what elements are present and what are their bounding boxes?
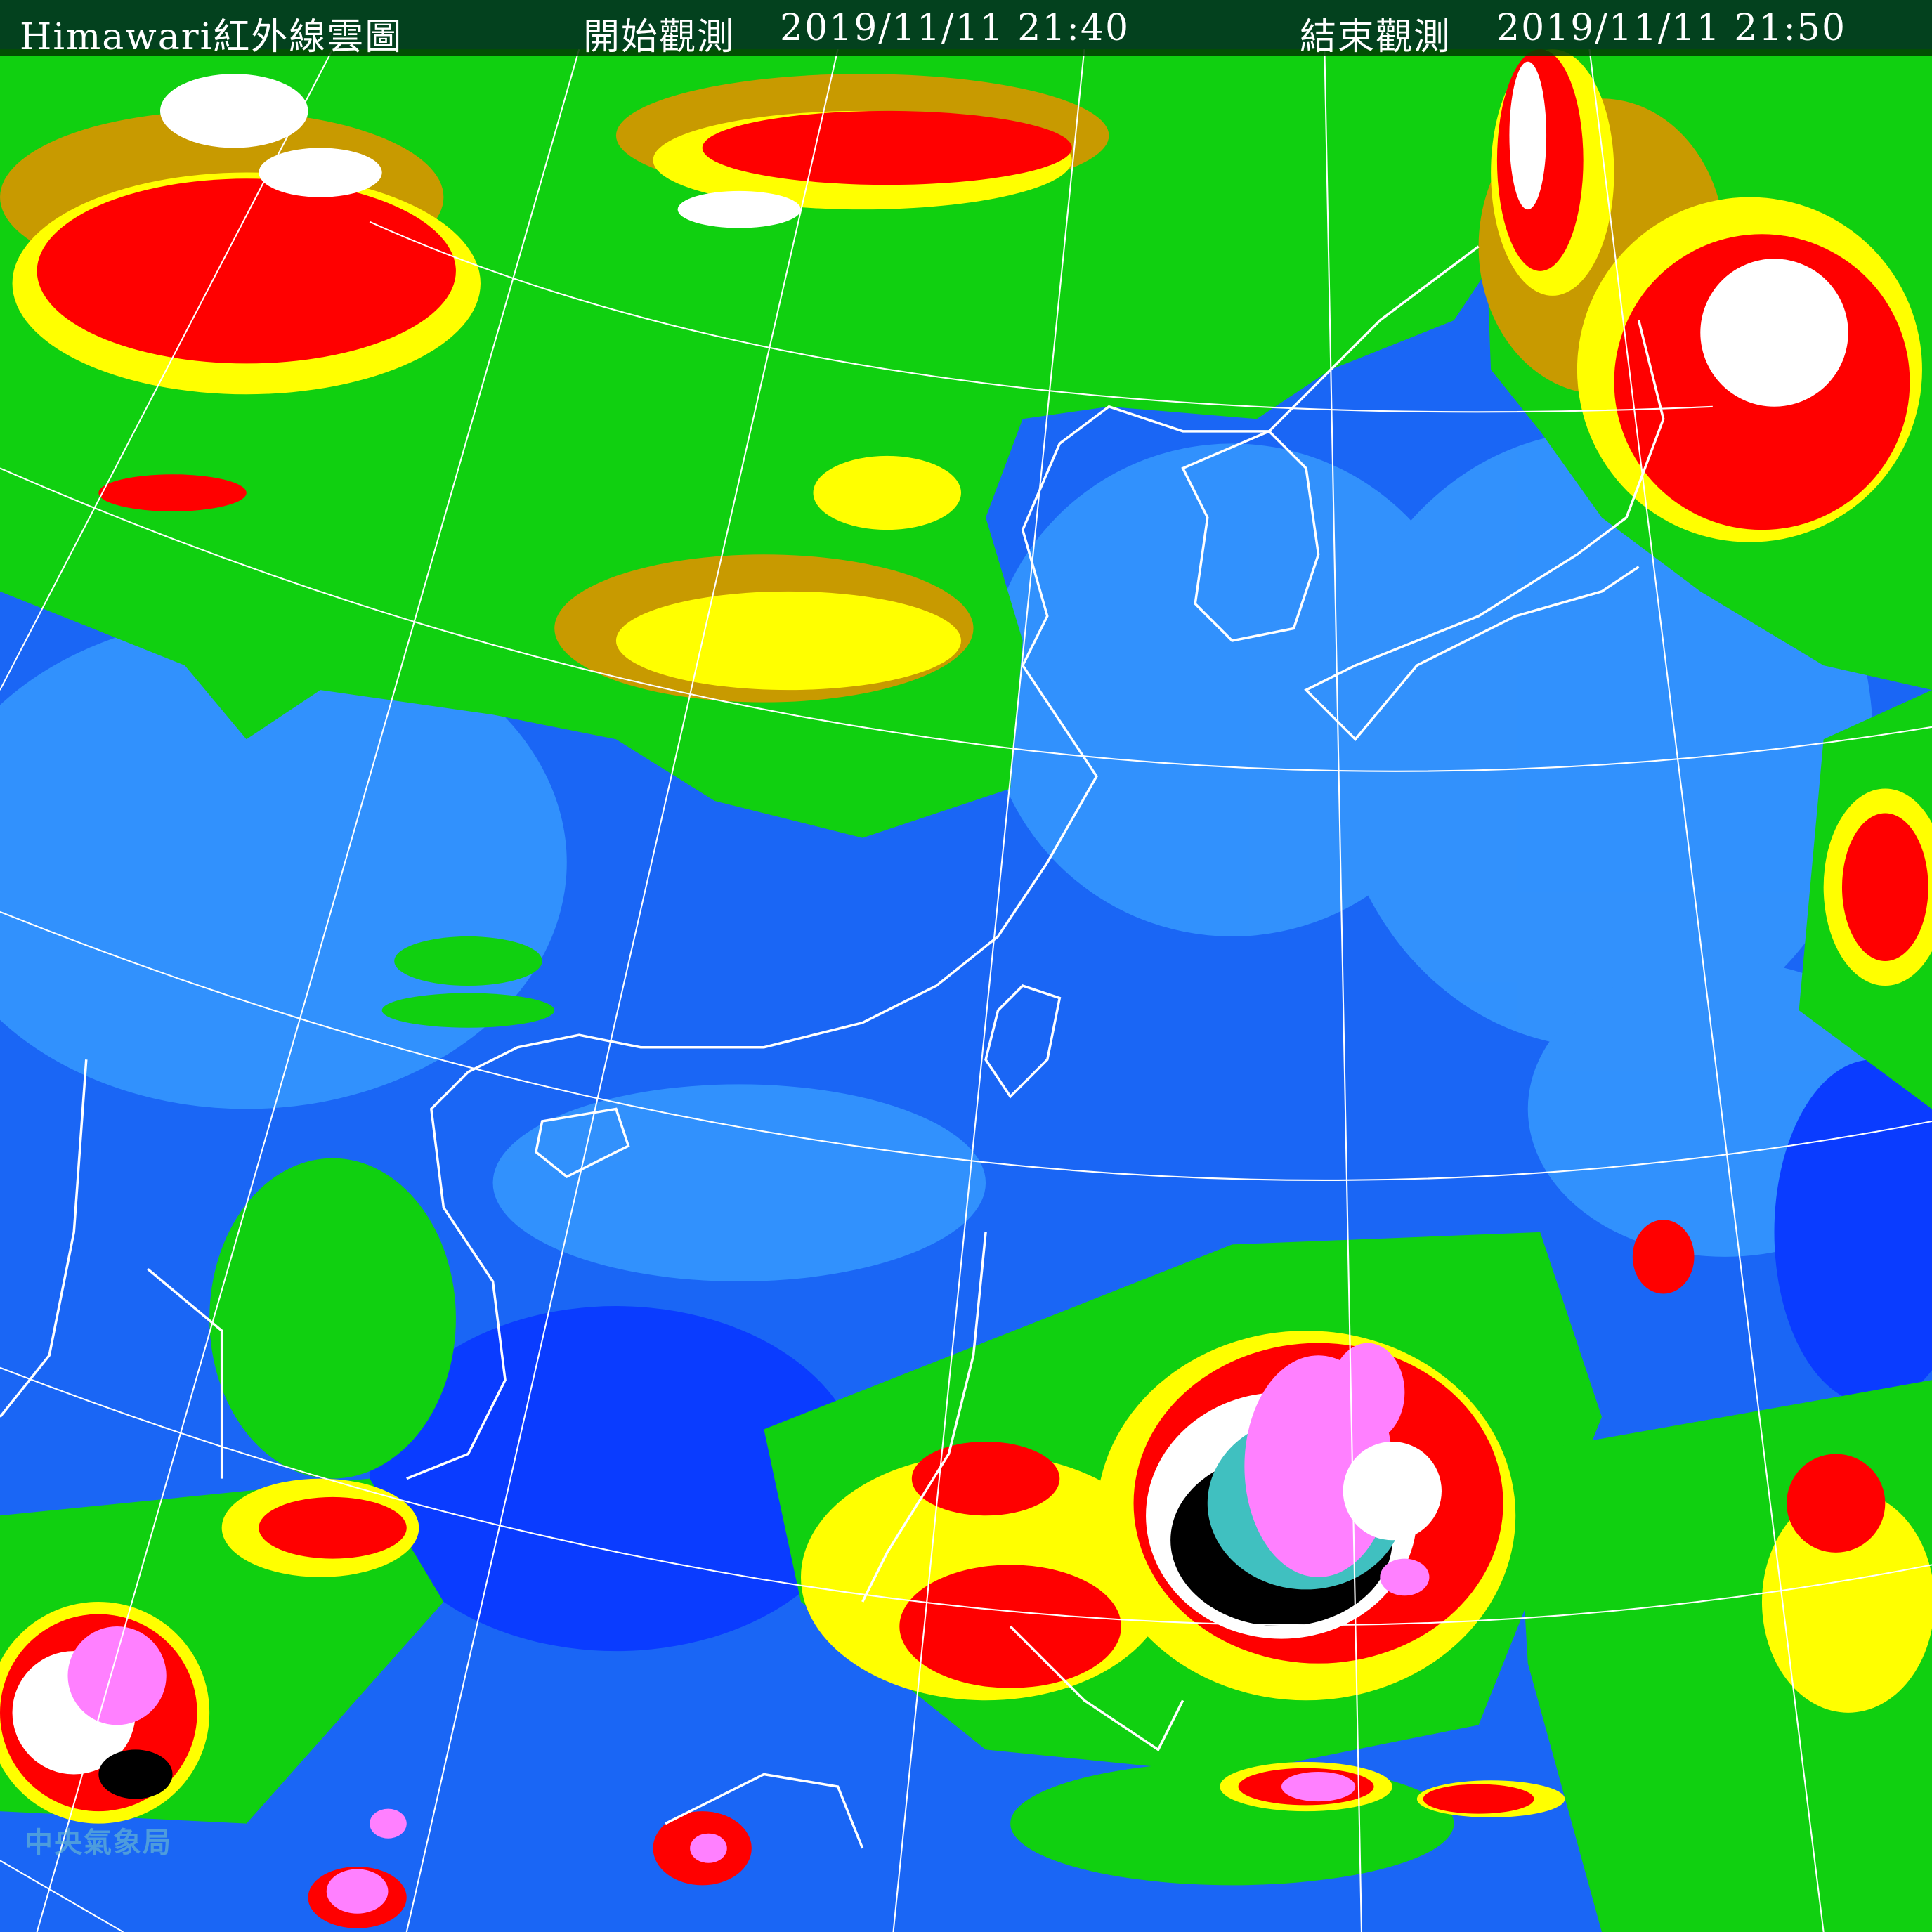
coastlines [0, 245, 1665, 1849]
taiwan-coast [984, 984, 1062, 1099]
korea-coast [1181, 429, 1320, 642]
end-observation-label: 結束觀測 [1300, 16, 1452, 58]
start-observation-label: 開始觀測 [583, 16, 736, 58]
start-observation-time: 2019/11/11 21:40 [780, 7, 1130, 49]
header-bar: Himawari紅外線雲圖 開始觀測 2019/11/11 21:40 結束觀測… [0, 0, 1932, 58]
cwb-watermark: 中央氣象局 [25, 1827, 172, 1859]
end-observation-time: 2019/11/11 21:50 [1496, 7, 1847, 49]
image-title: Himawari紅外線雲圖 [20, 16, 403, 58]
ocean-deep-regions [370, 1059, 1932, 1652]
overshooting-top [1343, 1441, 1442, 1541]
lat-lon-grid [0, 48, 1932, 1932]
hainan-coast [534, 1107, 630, 1178]
